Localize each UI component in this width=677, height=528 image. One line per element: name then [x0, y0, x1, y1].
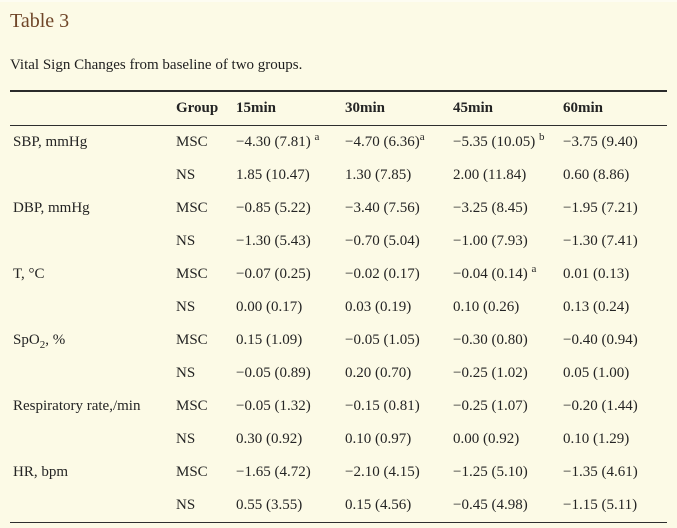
- value-cell: −0.07 (0.25): [236, 265, 311, 282]
- group-cell: NS: [176, 496, 196, 513]
- column-header: 45min: [453, 99, 494, 116]
- value-cell: −0.25 (1.07): [453, 397, 528, 414]
- value-cell: 0.00 (0.92): [453, 430, 520, 447]
- row-label-cell: Respiratory rate,/min: [13, 397, 141, 414]
- value-cell: 0.60 (8.86): [563, 166, 630, 183]
- table-header: Group 15min 30min 45min 60min: [10, 90, 667, 126]
- row-label-cell: [10, 225, 176, 258]
- table-row: NS 0.30 (0.92) 0.10 (0.97) 0.00 (0.92) 0.10 …: [10, 423, 667, 456]
- group-cell: MSC: [176, 265, 208, 282]
- value-cell: 0.20 (0.70): [345, 364, 412, 381]
- column-header: 60min: [563, 99, 604, 116]
- value-cell: −1.35 (4.61): [563, 463, 638, 480]
- value-cell: −1.15 (5.11): [563, 496, 638, 513]
- group-cell: MSC: [176, 331, 208, 348]
- value-cell: −0.85 (5.22): [236, 199, 311, 216]
- group-cell: MSC: [176, 133, 208, 150]
- value-cell: 0.00 (0.17): [236, 298, 303, 315]
- row-label-cell: [10, 489, 176, 523]
- row-label-cell: SpO2, %: [13, 331, 66, 351]
- value-cell: −1.65 (4.72): [236, 463, 311, 480]
- value-cell: −1.30 (7.41): [563, 232, 638, 249]
- value-cell: −3.40 (7.56): [345, 199, 420, 216]
- value-cell: 1.85 (10.47): [236, 166, 310, 183]
- value-cell: 0.15 (4.56): [345, 496, 412, 513]
- value-cell: −3.25 (8.45): [453, 199, 528, 216]
- value-cell: −2.10 (4.15): [345, 463, 420, 480]
- value-cell: −0.02 (0.17): [345, 265, 420, 282]
- column-header: [10, 91, 176, 126]
- value-cell: −0.20 (1.44): [563, 397, 638, 414]
- group-cell: MSC: [176, 199, 208, 216]
- group-cell: NS: [176, 430, 196, 447]
- value-cell: −5.35 (10.05) b: [453, 130, 545, 150]
- value-cell: 0.03 (0.19): [345, 298, 412, 315]
- value-cell: −0.05 (1.05): [345, 331, 420, 348]
- row-label-cell: [10, 357, 176, 390]
- column-header: 15min: [236, 99, 277, 116]
- value-cell: 1.30 (7.85): [345, 166, 412, 183]
- table-row: HR, bpm MSC −1.65 (4.72) −2.10 (4.15) −1.25 …: [10, 456, 667, 489]
- value-cell: −1.95 (7.21): [563, 199, 638, 216]
- table-row: NS −0.05 (0.89) 0.20 (0.70) −0.25 (1.02) 0.0…: [10, 357, 667, 390]
- table-row: NS 1.85 (10.47) 1.30 (7.85) 2.00 (11.84) 0.6…: [10, 159, 667, 192]
- row-label-cell: DBP, mmHg: [13, 199, 90, 216]
- value-cell: −1.25 (5.10): [453, 463, 528, 480]
- group-cell: NS: [176, 298, 196, 315]
- table-row: NS 0.00 (0.17) 0.03 (0.19) 0.10 (0.26) 0.13 …: [10, 291, 667, 324]
- value-cell: 0.15 (1.09): [236, 331, 303, 348]
- value-cell: −3.75 (9.40): [563, 133, 638, 150]
- table-row: SBP, mmHg MSC −4.30 (7.81) a −4.70 (6.36)a −…: [10, 125, 667, 159]
- value-cell: 0.10 (1.29): [563, 430, 630, 447]
- value-cell: −0.25 (1.02): [453, 364, 528, 381]
- value-cell: −1.30 (5.43): [236, 232, 311, 249]
- table-row: NS 0.55 (3.55) 0.15 (4.56) −0.45 (4.98) −1.1…: [10, 489, 667, 523]
- table-row: T, °C MSC −0.07 (0.25) −0.02 (0.17) −0.04 (0…: [10, 258, 667, 291]
- value-cell: −4.30 (7.81) a: [236, 130, 320, 150]
- row-label-cell: [10, 423, 176, 456]
- value-cell: 0.01 (0.13): [563, 265, 630, 282]
- value-cell: −0.30 (0.80): [453, 331, 528, 348]
- row-label-cell: [10, 159, 176, 192]
- value-cell: −1.00 (7.93): [453, 232, 528, 249]
- group-cell: MSC: [176, 397, 208, 414]
- value-cell: −0.15 (0.81): [345, 397, 420, 414]
- table-row: DBP, mmHg MSC −0.85 (5.22) −3.40 (7.56) −3.2…: [10, 192, 667, 225]
- value-cell: 2.00 (11.84): [453, 166, 527, 183]
- row-label-cell: SBP, mmHg: [13, 133, 88, 150]
- column-header: 30min: [345, 99, 386, 116]
- table-title: Table 3: [10, 10, 70, 32]
- value-cell: 0.55 (3.55): [236, 496, 303, 513]
- value-cell: −4.70 (6.36)a: [345, 130, 425, 150]
- value-cell: 0.10 (0.26): [453, 298, 520, 315]
- table-row: NS −1.30 (5.43) −0.70 (5.04) −1.00 (7.93) −1…: [10, 225, 667, 258]
- value-cell: −0.40 (0.94): [563, 331, 638, 348]
- value-cell: 0.13 (0.24): [563, 298, 630, 315]
- group-cell: NS: [176, 166, 196, 183]
- row-label-cell: HR, bpm: [13, 463, 69, 480]
- row-label-cell: T, °C: [13, 265, 45, 282]
- table-row: SpO2, % MSC 0.15 (1.09) −0.05 (1.05) −0.30 (…: [10, 324, 667, 357]
- value-cell: −0.05 (1.32): [236, 397, 311, 414]
- value-cell: 0.05 (1.00): [563, 364, 630, 381]
- table-caption: Vital Sign Changes from baseline of two …: [10, 57, 303, 73]
- group-cell: NS: [176, 232, 196, 249]
- column-header: Group: [176, 99, 219, 116]
- value-cell: −0.04 (0.14) a: [453, 262, 537, 282]
- value-cell: −0.70 (5.04): [345, 232, 420, 249]
- vital-signs-table: Group 15min 30min 45min 60min SBP, mmHg MSC −4…: [10, 90, 667, 523]
- table-row: Respiratory rate,/min MSC −0.05 (1.32) −0.1…: [10, 390, 667, 423]
- group-cell: NS: [176, 364, 196, 381]
- table-body: SBP, mmHg MSC −4.30 (7.81) a −4.70 (6.36)a −…: [10, 125, 667, 523]
- value-cell: 0.30 (0.92): [236, 430, 303, 447]
- header-row: Group 15min 30min 45min 60min: [10, 90, 667, 126]
- value-cell: −0.45 (4.98): [453, 496, 528, 513]
- value-cell: 0.10 (0.97): [345, 430, 412, 447]
- value-cell: −0.05 (0.89): [236, 364, 311, 381]
- group-cell: MSC: [176, 463, 208, 480]
- row-label-cell: [10, 291, 176, 324]
